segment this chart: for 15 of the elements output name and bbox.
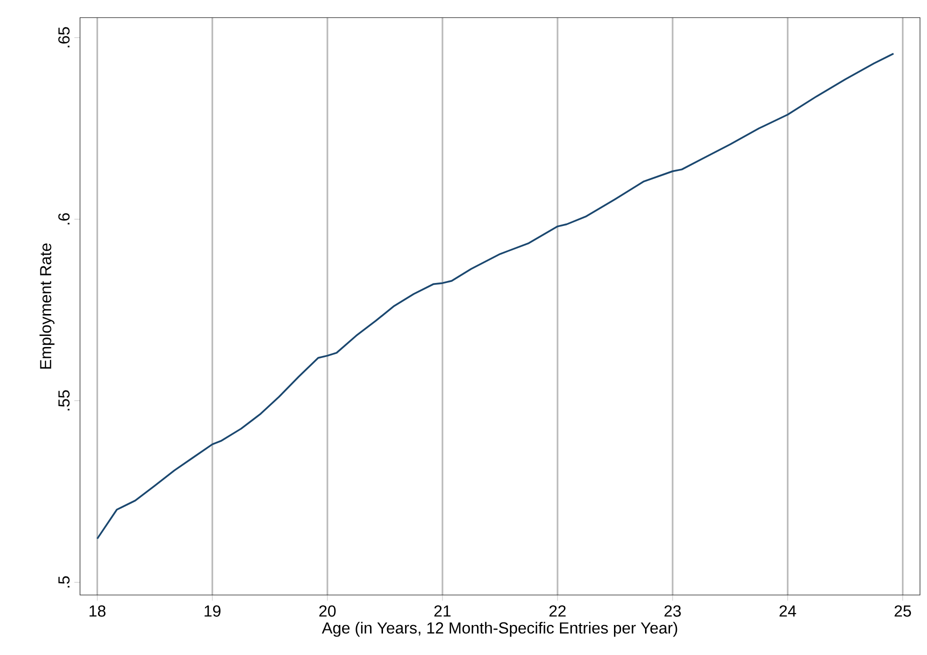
y-tick-label: .65 [58,27,70,48]
x-axis-title: Age (in Years, 12 Month-Specific Entries per Year) [322,622,678,637]
x-tick-label: 20 [319,605,336,617]
x-tick-label: 19 [204,605,220,617]
y-tick-label: .5 [58,576,70,588]
y-axis-title: Employment Rate [40,243,54,369]
x-tick-label: 21 [434,605,451,617]
x-tick-label: 22 [549,605,566,617]
x-tick-label: 23 [664,605,681,617]
x-tick-label: 24 [780,605,796,617]
y-tick-label: .6 [58,213,70,224]
x-tick-label: 18 [90,605,106,617]
line-series [96,52,894,540]
y-tick-label: .55 [58,390,70,410]
x-tick-label: 25 [894,605,911,617]
